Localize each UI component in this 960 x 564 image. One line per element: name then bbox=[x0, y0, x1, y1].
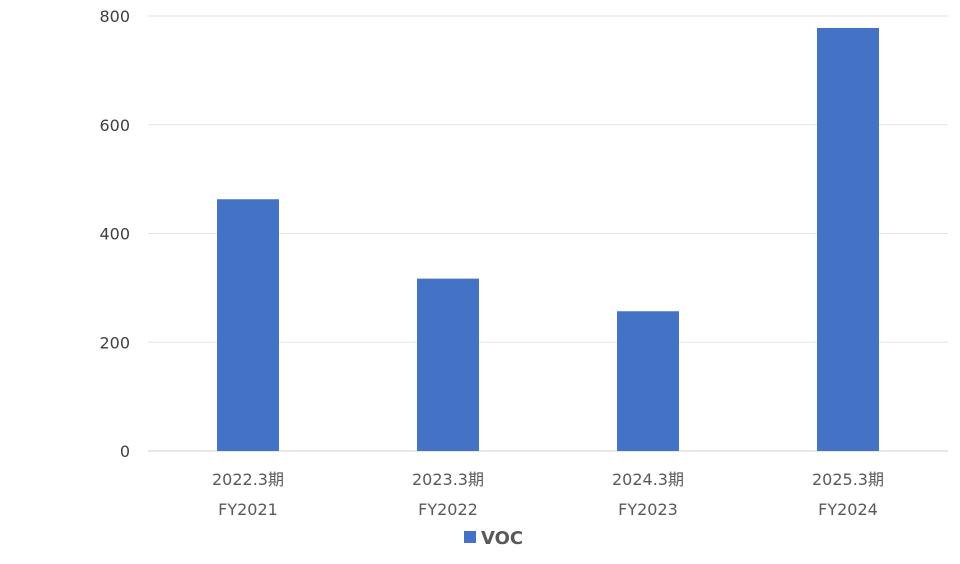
bar-fy2021 bbox=[217, 199, 279, 451]
y-tick-label: 800 bbox=[99, 7, 130, 26]
y-tick-label: 600 bbox=[99, 116, 130, 135]
bar-fy2022 bbox=[417, 278, 479, 451]
x-category-label-period: 2025.3期 bbox=[812, 470, 884, 489]
bar-fy2024 bbox=[817, 27, 879, 452]
legend-label-voc: VOC bbox=[481, 528, 523, 549]
legend-swatch-voc bbox=[464, 531, 476, 543]
y-tick-label: 200 bbox=[99, 333, 130, 352]
x-category-label-fy: FY2022 bbox=[418, 500, 478, 519]
x-category-label-period: 2024.3期 bbox=[612, 470, 684, 489]
x-category-label-fy: FY2021 bbox=[218, 500, 278, 519]
x-axis-category-labels: 2022.3期 FY2021 2023.3期 FY2022 2024.3期 FY2023 2… bbox=[212, 470, 884, 519]
legend: VOC bbox=[464, 528, 523, 549]
bars bbox=[217, 27, 879, 452]
x-category-label-period: 2022.3期 bbox=[212, 470, 284, 489]
y-axis-tick-labels: 0 200 400 600 800 bbox=[99, 7, 130, 461]
x-category-label-period: 2023.3期 bbox=[412, 470, 484, 489]
x-category-label-fy: FY2024 bbox=[818, 500, 878, 519]
y-tick-label: 0 bbox=[120, 442, 130, 461]
x-category-label-fy: FY2023 bbox=[618, 500, 678, 519]
y-tick-label: 400 bbox=[99, 225, 130, 244]
gridlines bbox=[148, 15, 948, 452]
bar-fy2023 bbox=[617, 311, 679, 451]
